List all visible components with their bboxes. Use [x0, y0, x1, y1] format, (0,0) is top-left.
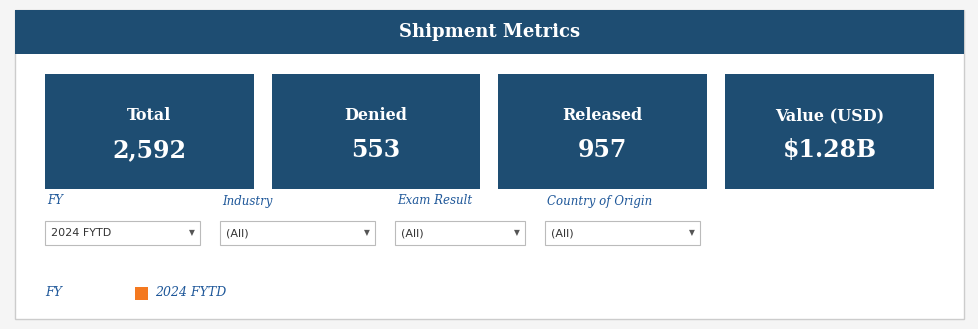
Text: Exam Result: Exam Result [397, 194, 471, 208]
Bar [498, 74, 706, 189]
Bar [45, 74, 253, 189]
Text: 957: 957 [578, 138, 627, 162]
Bar [135, 287, 148, 299]
Bar [45, 221, 200, 245]
Text: (All): (All) [401, 228, 423, 238]
Text: Denied: Denied [344, 107, 407, 124]
Bar [725, 74, 933, 189]
Text: FY: FY [47, 194, 63, 208]
Text: 2,592: 2,592 [112, 138, 186, 162]
Text: Value (USD): Value (USD) [775, 107, 883, 124]
Text: (All): (All) [551, 228, 573, 238]
Text: ▼: ▼ [364, 229, 370, 238]
Text: (All): (All) [226, 228, 248, 238]
Text: ▼: ▼ [513, 229, 519, 238]
Text: $1.28B: $1.28B [781, 138, 875, 162]
Text: 2024 FYTD: 2024 FYTD [155, 287, 226, 299]
Bar [545, 221, 699, 245]
Text: Industry: Industry [222, 194, 272, 208]
Text: ▼: ▼ [689, 229, 694, 238]
Text: Released: Released [562, 107, 643, 124]
Text: ▼: ▼ [189, 229, 195, 238]
Bar [394, 221, 524, 245]
Text: Country of Origin: Country of Origin [547, 194, 651, 208]
Text: 2024 FYTD: 2024 FYTD [51, 228, 111, 238]
Text: Total: Total [127, 107, 171, 124]
Text: Shipment Metrics: Shipment Metrics [398, 23, 580, 41]
Bar [272, 74, 480, 189]
Text: FY: FY [45, 287, 62, 299]
Bar [15, 10, 963, 54]
Text: 553: 553 [351, 138, 400, 162]
Bar [220, 221, 375, 245]
